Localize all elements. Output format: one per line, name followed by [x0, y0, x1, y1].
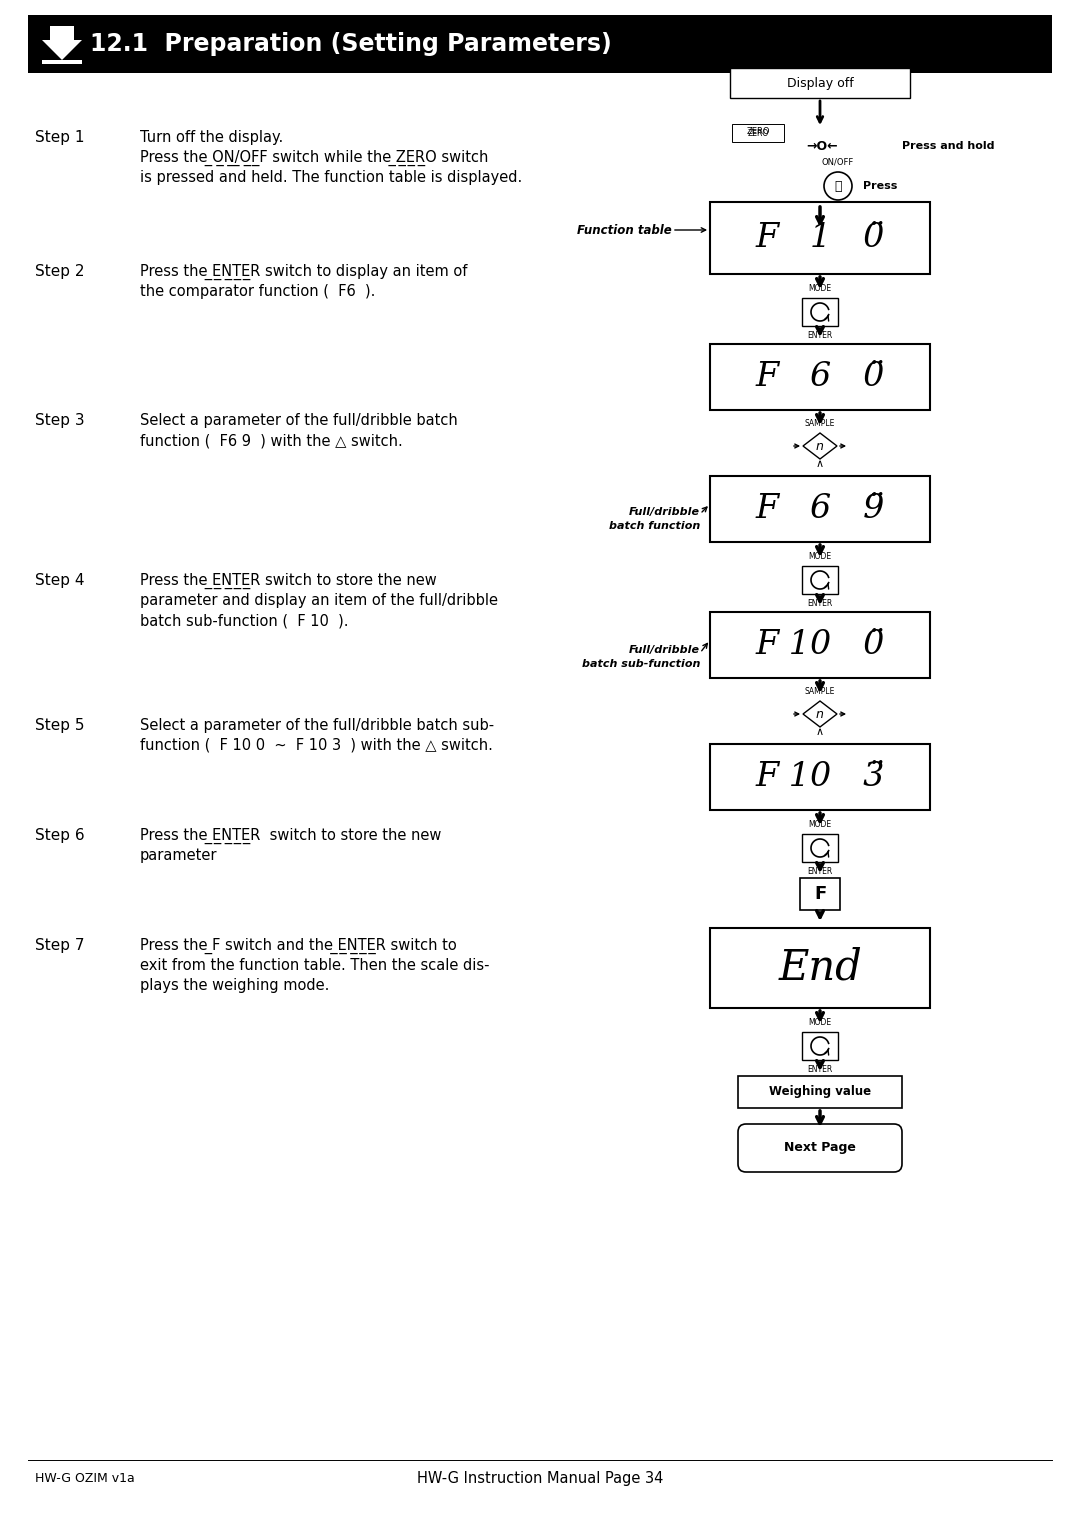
Polygon shape [804, 701, 837, 727]
Text: Step 5: Step 5 [35, 718, 84, 733]
Text: ∧: ∧ [815, 458, 824, 469]
Bar [710, 927, 930, 1008]
Text: 12.1  Preparation (Setting Parameters): 12.1 Preparation (Setting Parameters) [90, 32, 611, 57]
Text: Press and hold: Press and hold [902, 141, 995, 151]
Bar [710, 477, 930, 542]
Text: Full/dribble
batch sub-function: Full/dribble batch sub-function [582, 645, 700, 669]
Text: Display off: Display off [786, 76, 853, 90]
Text: F   1   0̈: F 1 0̈ [755, 222, 885, 254]
Bar [802, 1031, 838, 1060]
Bar [710, 202, 930, 274]
Circle shape [824, 173, 852, 200]
Text: ENTER: ENTER [808, 332, 833, 341]
Bar [730, 69, 910, 98]
Text: Step 1: Step 1 [35, 130, 84, 145]
Text: F   6   0̈: F 6 0̈ [755, 361, 885, 393]
Text: batch sub-function (  F 10  ).: batch sub-function ( F 10 ). [140, 613, 349, 628]
Text: ON/OFF: ON/OFF [822, 157, 854, 167]
Text: Press: Press [863, 180, 897, 191]
Text: Press the ̲E̲N̲T̲E̲R switch to store the new: Press the ̲E̲N̲T̲E̲R switch to store the… [140, 573, 436, 590]
Text: SAMPLE: SAMPLE [805, 419, 835, 428]
Text: MODE: MODE [809, 552, 832, 561]
Text: parameter: parameter [140, 848, 217, 863]
Text: MODE: MODE [809, 821, 832, 830]
Text: Function table: Function table [577, 223, 672, 237]
Text: HW-G Instruction Manual Page 34: HW-G Instruction Manual Page 34 [417, 1470, 663, 1485]
Text: n: n [816, 707, 824, 721]
Text: Turn off the display.: Turn off the display. [140, 130, 283, 145]
Bar [710, 613, 930, 678]
Text: End: End [778, 947, 862, 989]
Text: exit from the function table. Then the scale dis-: exit from the function table. Then the s… [140, 958, 489, 973]
Text: F: F [814, 885, 826, 903]
FancyBboxPatch shape [738, 1125, 902, 1172]
Text: F 10   3̈: F 10 3̈ [755, 761, 885, 793]
Text: Step 3: Step 3 [35, 413, 84, 428]
Text: Full/dribble
batch function: Full/dribble batch function [609, 507, 700, 530]
Text: Select a parameter of the full/dribble batch sub-: Select a parameter of the full/dribble b… [140, 718, 495, 733]
Text: ENTER: ENTER [808, 1065, 833, 1074]
Text: ⏻: ⏻ [834, 179, 841, 193]
Text: n: n [816, 440, 824, 452]
Bar [710, 744, 930, 810]
Text: ∧: ∧ [815, 727, 824, 736]
Text: F 10   0̈: F 10 0̈ [755, 630, 885, 662]
Text: ENTER: ENTER [808, 866, 833, 876]
Text: Press the ̲E̲N̲T̲E̲R switch to display an item of: Press the ̲E̲N̲T̲E̲R switch to display a… [140, 264, 468, 280]
Text: SAMPLE: SAMPLE [805, 688, 835, 695]
Text: Select a parameter of the full/dribble batch: Select a parameter of the full/dribble b… [140, 413, 458, 428]
Text: Step 2: Step 2 [35, 264, 84, 280]
Text: Step 6: Step 6 [35, 828, 84, 843]
Bar [738, 1076, 902, 1108]
Bar [732, 124, 784, 142]
Text: is pressed and held. The function table is displayed.: is pressed and held. The function table … [140, 170, 523, 185]
Text: function (  F 10 0  ~  F 10 3  ) with the △ switch.: function ( F 10 0 ~ F 10 3 ) with the △ … [140, 738, 492, 753]
Text: MODE: MODE [809, 1018, 832, 1027]
Text: ENTER: ENTER [808, 599, 833, 608]
Text: Press the ̲F switch and the ̲E̲N̲T̲E̲R switch to: Press the ̲F switch and the ̲E̲N̲T̲E̲R s… [140, 938, 457, 953]
Text: ZERO: ZERO [746, 127, 770, 136]
Text: the comparator function (  F6  ).: the comparator function ( F6 ). [140, 284, 376, 299]
Text: F   6   9̈: F 6 9̈ [755, 494, 885, 526]
Text: parameter and display an item of the full/dribble: parameter and display an item of the ful… [140, 593, 498, 608]
Text: function (  F6 9  ) with the △ switch.: function ( F6 9 ) with the △ switch. [140, 432, 403, 448]
Text: plays the weighing mode.: plays the weighing mode. [140, 978, 329, 993]
Text: Next Page: Next Page [784, 1141, 856, 1155]
Bar [802, 298, 838, 325]
Polygon shape [804, 432, 837, 458]
Text: Step 4: Step 4 [35, 573, 84, 588]
Text: MODE: MODE [809, 284, 832, 293]
Text: →O←: →O← [806, 139, 838, 153]
Text: Press the ̲E̲N̲T̲E̲R  switch to store the new: Press the ̲E̲N̲T̲E̲R switch to store the… [140, 828, 442, 843]
Bar [28, 15, 1052, 73]
Bar [710, 344, 930, 410]
Bar [800, 879, 840, 911]
Bar [42, 60, 82, 64]
Bar [802, 834, 838, 862]
Polygon shape [42, 26, 82, 60]
Text: Press the ̲O̲N̲/̲O̲F̲F switch while the ̲Z̲E̲R̲O switch: Press the ̲O̲N̲/̲O̲F̲F switch while the … [140, 150, 488, 167]
Text: Weighing value: Weighing value [769, 1085, 872, 1099]
Text: HW-G OZIM v1a: HW-G OZIM v1a [35, 1471, 135, 1485]
Text: ZERO: ZERO [747, 128, 769, 138]
Text: Step 7: Step 7 [35, 938, 84, 953]
Bar [802, 565, 838, 594]
